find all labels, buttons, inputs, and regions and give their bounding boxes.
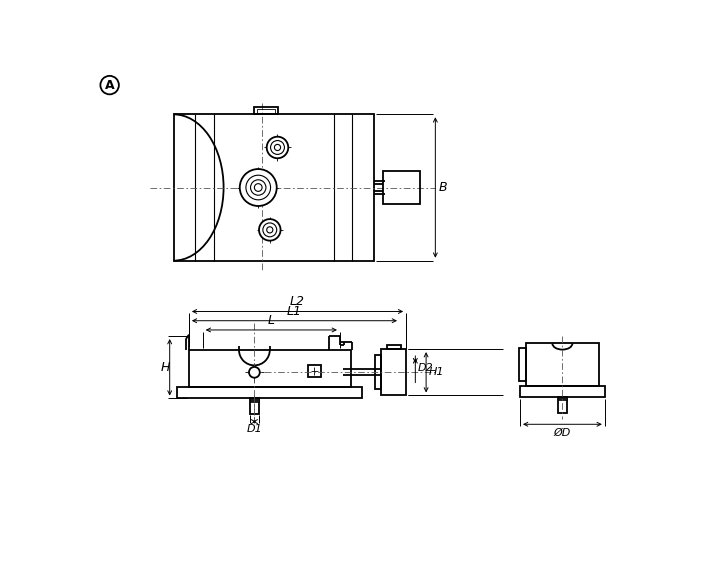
Circle shape <box>249 367 260 378</box>
Bar <box>520 386 605 398</box>
Text: A: A <box>105 78 114 91</box>
Bar <box>254 107 278 114</box>
Bar <box>375 356 382 389</box>
Text: D2: D2 <box>417 364 433 374</box>
Bar <box>382 349 406 395</box>
Text: L2: L2 <box>290 295 305 308</box>
Bar <box>558 398 567 413</box>
Bar <box>250 399 259 402</box>
Text: ØD: ØD <box>554 427 571 437</box>
Circle shape <box>274 144 281 151</box>
Circle shape <box>270 140 284 154</box>
Circle shape <box>251 180 266 195</box>
Bar <box>308 365 321 377</box>
Bar <box>189 350 350 387</box>
Circle shape <box>240 169 277 206</box>
Bar <box>526 344 599 386</box>
Circle shape <box>246 175 270 200</box>
Bar <box>177 387 362 399</box>
Circle shape <box>263 223 277 237</box>
Bar <box>383 172 420 204</box>
Text: L: L <box>268 314 275 327</box>
Bar <box>387 345 401 349</box>
Circle shape <box>259 219 281 241</box>
Bar <box>174 114 374 261</box>
Text: H: H <box>161 361 170 374</box>
Circle shape <box>267 137 289 158</box>
Circle shape <box>100 76 119 94</box>
Circle shape <box>254 183 262 191</box>
Text: B: B <box>438 181 447 194</box>
Bar <box>558 398 567 400</box>
Text: L1: L1 <box>287 304 302 318</box>
Bar <box>519 348 526 381</box>
Circle shape <box>267 227 273 233</box>
Bar <box>250 399 259 414</box>
Bar <box>257 109 276 113</box>
Text: H1: H1 <box>428 367 444 377</box>
Text: D1: D1 <box>246 424 262 434</box>
